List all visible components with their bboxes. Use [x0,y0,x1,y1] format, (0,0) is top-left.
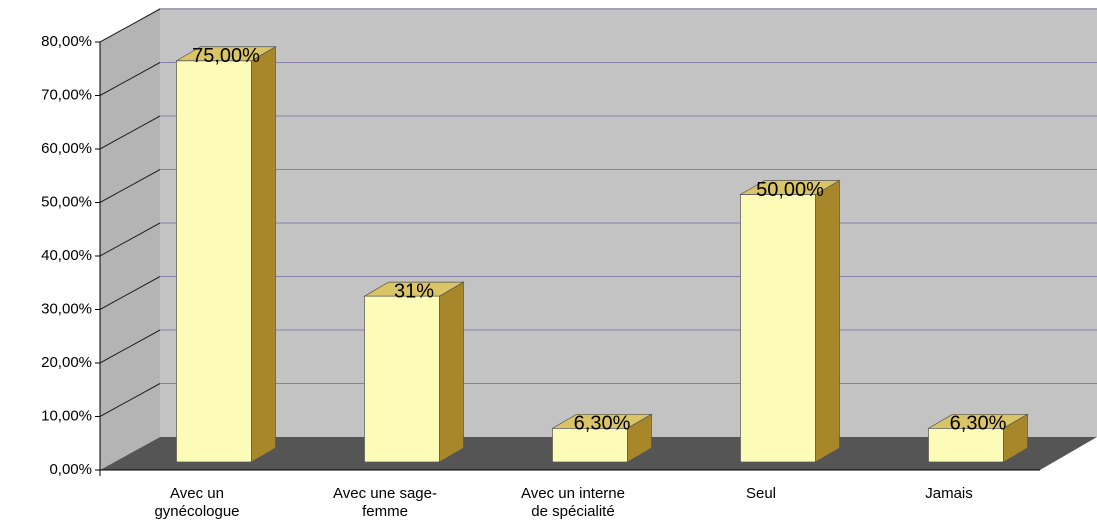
value-label: 31% [394,280,434,302]
bar-front [740,194,816,463]
y-tick-label: 20,00% [41,354,92,371]
grid-line [99,383,161,417]
value-label: 50,00% [756,179,824,201]
grid-line [99,169,161,203]
bar [551,413,653,463]
bar-side [251,46,276,463]
bar [739,179,841,463]
x-tick-label: Seul [746,485,776,502]
x-tick-label: Avec un interne de spécialité [521,485,625,520]
bar-side [439,281,464,463]
value-label: 6,30% [574,413,631,435]
y-tick-label: 50,00% [41,193,92,210]
grid-line [99,222,161,257]
y-tick-label: 70,00% [41,86,92,103]
y-tick-label: 10,00% [41,407,92,424]
y-tick-label: 30,00% [41,300,92,317]
bar [175,46,277,463]
value-label: 75,00% [192,45,260,67]
bar [363,281,465,463]
bar-side [627,413,652,463]
bar-front [176,60,252,463]
x-tick-label: Avec un gynécologue [154,485,239,520]
y-tick-label: 60,00% [41,140,92,157]
bar-front [364,295,440,463]
grid-line [99,8,161,43]
bar-side [1003,413,1028,463]
x-tick-label: Jamais [925,485,973,502]
bar-side [815,179,840,463]
y-tick-label: 40,00% [41,247,92,264]
grid-line [99,276,161,310]
bar [927,413,1029,463]
value-label: 6,30% [950,413,1007,435]
grid-line [99,115,161,150]
y-tick-label: 0,00% [49,461,92,478]
bar-front [928,427,1004,463]
x-tick-label: Avec une sage-femme [333,485,437,520]
grid-line [99,62,161,96]
grid-line [99,329,161,364]
y-tick-label: 80,00% [41,33,92,50]
